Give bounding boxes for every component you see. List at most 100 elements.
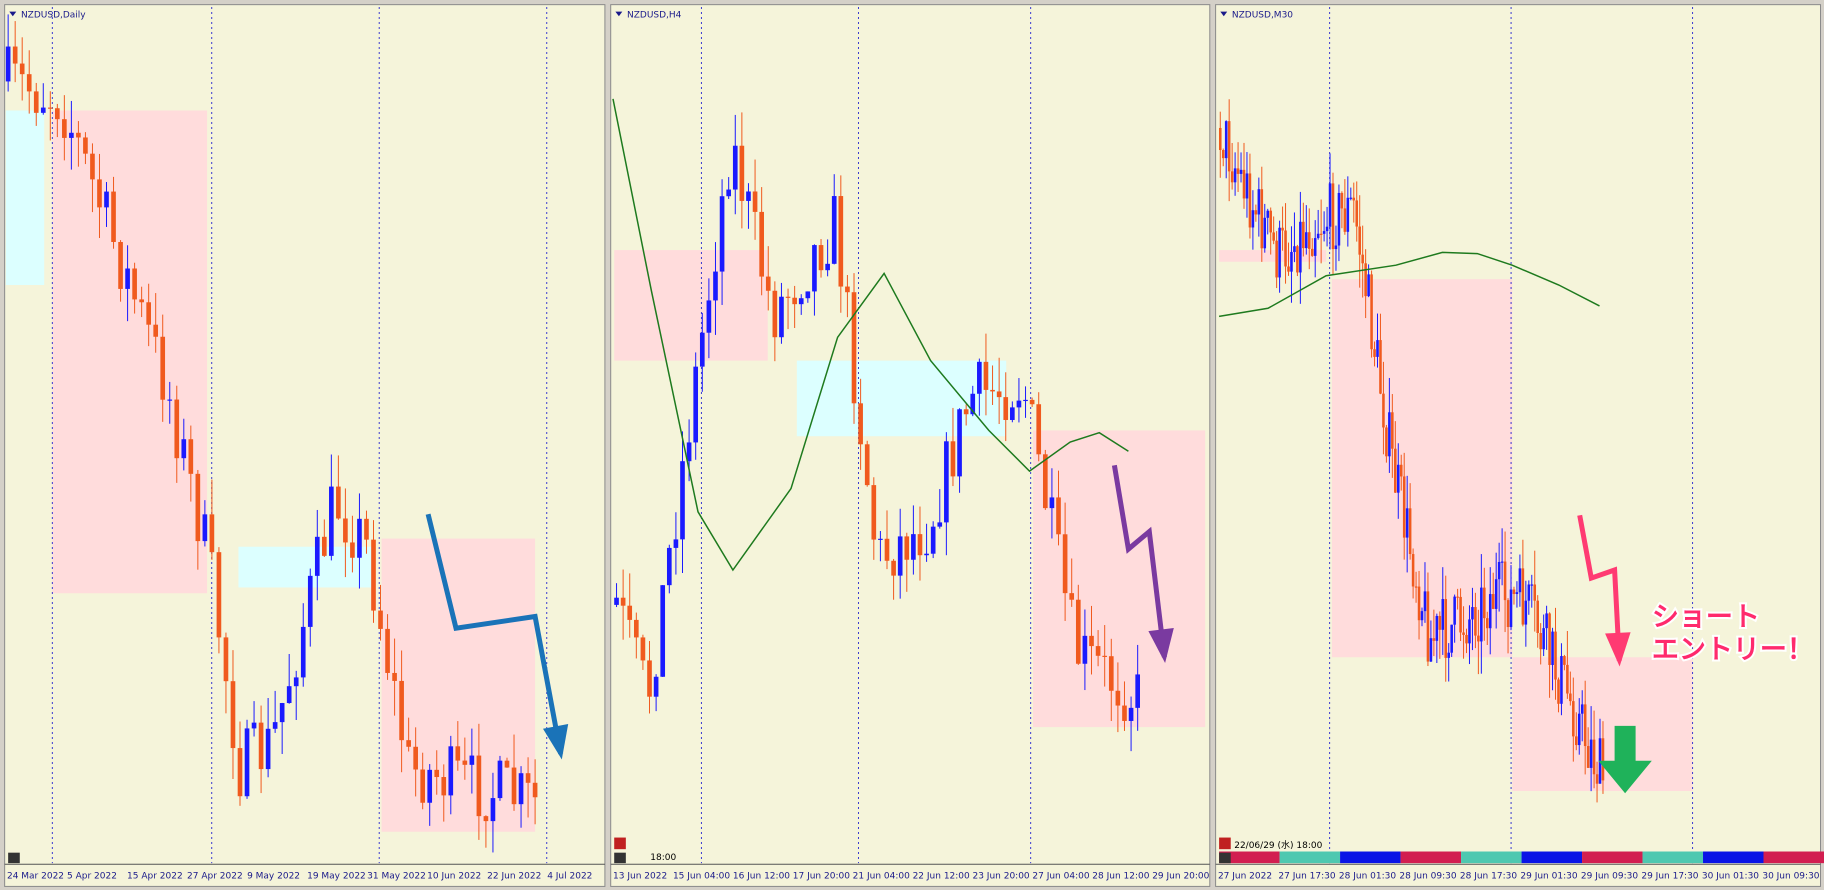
candle-body: [911, 534, 916, 560]
moving-average: [1218, 251, 1600, 318]
candle-body: [1305, 232, 1308, 249]
candle-body: [1102, 655, 1108, 657]
candle-body: [1242, 169, 1246, 199]
candle-body: [1349, 197, 1353, 199]
candle-body: [1062, 534, 1068, 594]
x-tick-label: 29 Jun 09:30: [1581, 871, 1638, 881]
candle-body: [1396, 464, 1400, 493]
candle-body: [1533, 584, 1537, 601]
candle-body: [1521, 568, 1525, 625]
candle-body: [1290, 251, 1293, 272]
candle-body: [181, 439, 187, 459]
candle-body: [427, 769, 433, 803]
candle-body: [1108, 656, 1114, 691]
candle-body: [1500, 561, 1504, 563]
candle-body: [1042, 454, 1048, 509]
x-tick-label: 16 Jun 12:00: [733, 871, 790, 881]
candle-body: [706, 300, 712, 333]
candle-body: [897, 536, 903, 576]
candle-body: [1468, 619, 1471, 644]
candle-body: [1577, 713, 1581, 746]
panel-title: NZDUSD,H4: [627, 10, 682, 20]
candle-body: [483, 816, 489, 822]
candle-body: [1539, 633, 1542, 650]
candle-body: [977, 361, 982, 394]
x-tick-label: 10 Jun 2022: [427, 871, 481, 881]
session-bar: [1763, 851, 1824, 864]
candle-body: [1518, 568, 1522, 593]
session-bar: [1703, 851, 1764, 864]
candle-body: [1122, 705, 1127, 721]
candle-body: [230, 681, 236, 749]
candle-body: [1367, 274, 1370, 297]
moving-average: [612, 98, 1129, 572]
candle-body: [1227, 121, 1231, 172]
time-label: 18:00: [650, 853, 676, 863]
candle-body: [357, 518, 362, 558]
candle-body: [785, 296, 791, 298]
x-tick-label: 30 Jun 01:30: [1702, 871, 1759, 881]
candle-body: [1135, 674, 1140, 708]
x-tick-label: 27 Jun 2022: [1218, 871, 1272, 881]
candle-body: [329, 486, 334, 556]
candle-body: [699, 332, 705, 367]
candle-body: [1296, 246, 1299, 273]
title-marker: [9, 11, 17, 17]
candle-body: [462, 760, 468, 765]
x-tick-label: 27 Jun 17:30: [1278, 871, 1335, 881]
session-bar: [1340, 851, 1401, 864]
candle-body: [864, 444, 870, 486]
session-bar: [1642, 851, 1704, 864]
candle-body: [1503, 561, 1507, 601]
icon: [614, 837, 626, 850]
candle-body: [713, 271, 718, 301]
icon: [1219, 852, 1231, 864]
candle-body: [957, 409, 962, 477]
candle-body: [167, 399, 173, 401]
candle-body: [504, 760, 510, 768]
candle-body: [686, 442, 692, 462]
candle-body: [845, 286, 850, 293]
candle-body: [378, 610, 383, 629]
candle-body: [153, 324, 159, 337]
candle-body: [1224, 121, 1228, 159]
candle-body: [1483, 587, 1486, 619]
session-bar: [1279, 851, 1341, 864]
candle-body: [1263, 217, 1267, 249]
candle-body: [765, 276, 771, 291]
candle-body: [1580, 704, 1584, 714]
candle-body: [1328, 183, 1332, 227]
candle-body: [258, 722, 264, 770]
candle-body: [633, 619, 639, 638]
candle-body: [1254, 210, 1258, 215]
candle-body: [1497, 561, 1501, 580]
candle-body: [1218, 127, 1222, 151]
candle-body: [1601, 738, 1605, 781]
candle-body: [69, 132, 74, 138]
candle-body: [1095, 646, 1101, 656]
candle-body: [1023, 399, 1028, 402]
candle-body: [1566, 664, 1569, 694]
candle-body: [1459, 596, 1462, 633]
candle-body: [160, 336, 166, 400]
candle-body: [1302, 221, 1305, 249]
candle-body: [1447, 652, 1450, 658]
candle-body: [279, 703, 285, 723]
candle-body: [1343, 208, 1347, 232]
candle-body: [680, 461, 685, 540]
candle-body: [132, 268, 137, 300]
candle-body: [300, 626, 306, 678]
candle-body: [216, 552, 222, 638]
candle-body: [1251, 210, 1255, 228]
x-tick-label: 28 Jun 09:30: [1399, 871, 1456, 881]
candle-body: [746, 191, 751, 201]
candle-body: [511, 767, 517, 805]
candle-body: [1399, 464, 1403, 477]
candle-body: [1281, 227, 1284, 231]
candle-body: [1429, 638, 1433, 662]
candle-body: [963, 409, 969, 415]
candle-body: [1426, 591, 1430, 662]
candle-body: [1128, 707, 1134, 721]
candle-body: [1272, 232, 1275, 241]
candle-body: [891, 560, 896, 576]
